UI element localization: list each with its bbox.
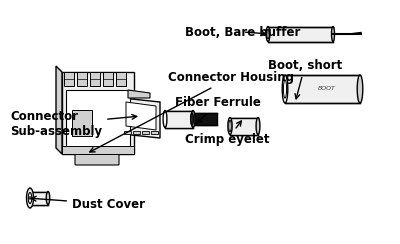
Text: Boot, Bare buffer: Boot, Bare buffer <box>185 26 300 39</box>
Ellipse shape <box>256 118 260 134</box>
FancyBboxPatch shape <box>64 72 74 86</box>
Bar <box>192 113 217 125</box>
Text: Dust Cover: Dust Cover <box>31 196 145 211</box>
Polygon shape <box>124 131 131 134</box>
FancyBboxPatch shape <box>116 72 126 86</box>
Text: Crimp eyelet: Crimp eyelet <box>185 121 270 146</box>
FancyBboxPatch shape <box>90 72 100 86</box>
Polygon shape <box>56 66 62 154</box>
FancyBboxPatch shape <box>77 72 87 86</box>
Ellipse shape <box>191 111 195 128</box>
Text: Boot, short: Boot, short <box>268 59 342 99</box>
Ellipse shape <box>191 113 193 125</box>
Bar <box>230 118 258 134</box>
Polygon shape <box>142 131 149 134</box>
Polygon shape <box>128 90 150 98</box>
Ellipse shape <box>28 193 32 203</box>
Text: Connector Housing: Connector Housing <box>90 71 294 152</box>
FancyBboxPatch shape <box>66 90 130 150</box>
Text: Connector
Sub-assembly: Connector Sub-assembly <box>10 110 137 138</box>
Ellipse shape <box>332 27 334 41</box>
Ellipse shape <box>29 197 31 199</box>
Polygon shape <box>122 98 160 138</box>
FancyBboxPatch shape <box>62 72 134 154</box>
Bar <box>30 192 48 204</box>
FancyBboxPatch shape <box>75 153 119 165</box>
FancyBboxPatch shape <box>62 146 134 154</box>
Bar <box>285 75 360 103</box>
FancyBboxPatch shape <box>72 110 92 136</box>
Bar <box>165 111 193 128</box>
Ellipse shape <box>357 75 363 103</box>
Polygon shape <box>126 102 156 130</box>
Ellipse shape <box>163 111 167 128</box>
Ellipse shape <box>282 75 288 103</box>
Polygon shape <box>133 131 140 134</box>
Text: Fiber Ferrule: Fiber Ferrule <box>175 96 261 123</box>
Ellipse shape <box>46 192 50 204</box>
Ellipse shape <box>266 27 270 41</box>
Ellipse shape <box>284 80 286 98</box>
Ellipse shape <box>229 120 231 132</box>
Ellipse shape <box>228 118 232 134</box>
Ellipse shape <box>26 188 34 208</box>
Bar <box>268 27 333 41</box>
Text: BOOT: BOOT <box>318 87 336 92</box>
Ellipse shape <box>267 29 269 39</box>
FancyBboxPatch shape <box>103 72 113 86</box>
Polygon shape <box>151 131 158 134</box>
